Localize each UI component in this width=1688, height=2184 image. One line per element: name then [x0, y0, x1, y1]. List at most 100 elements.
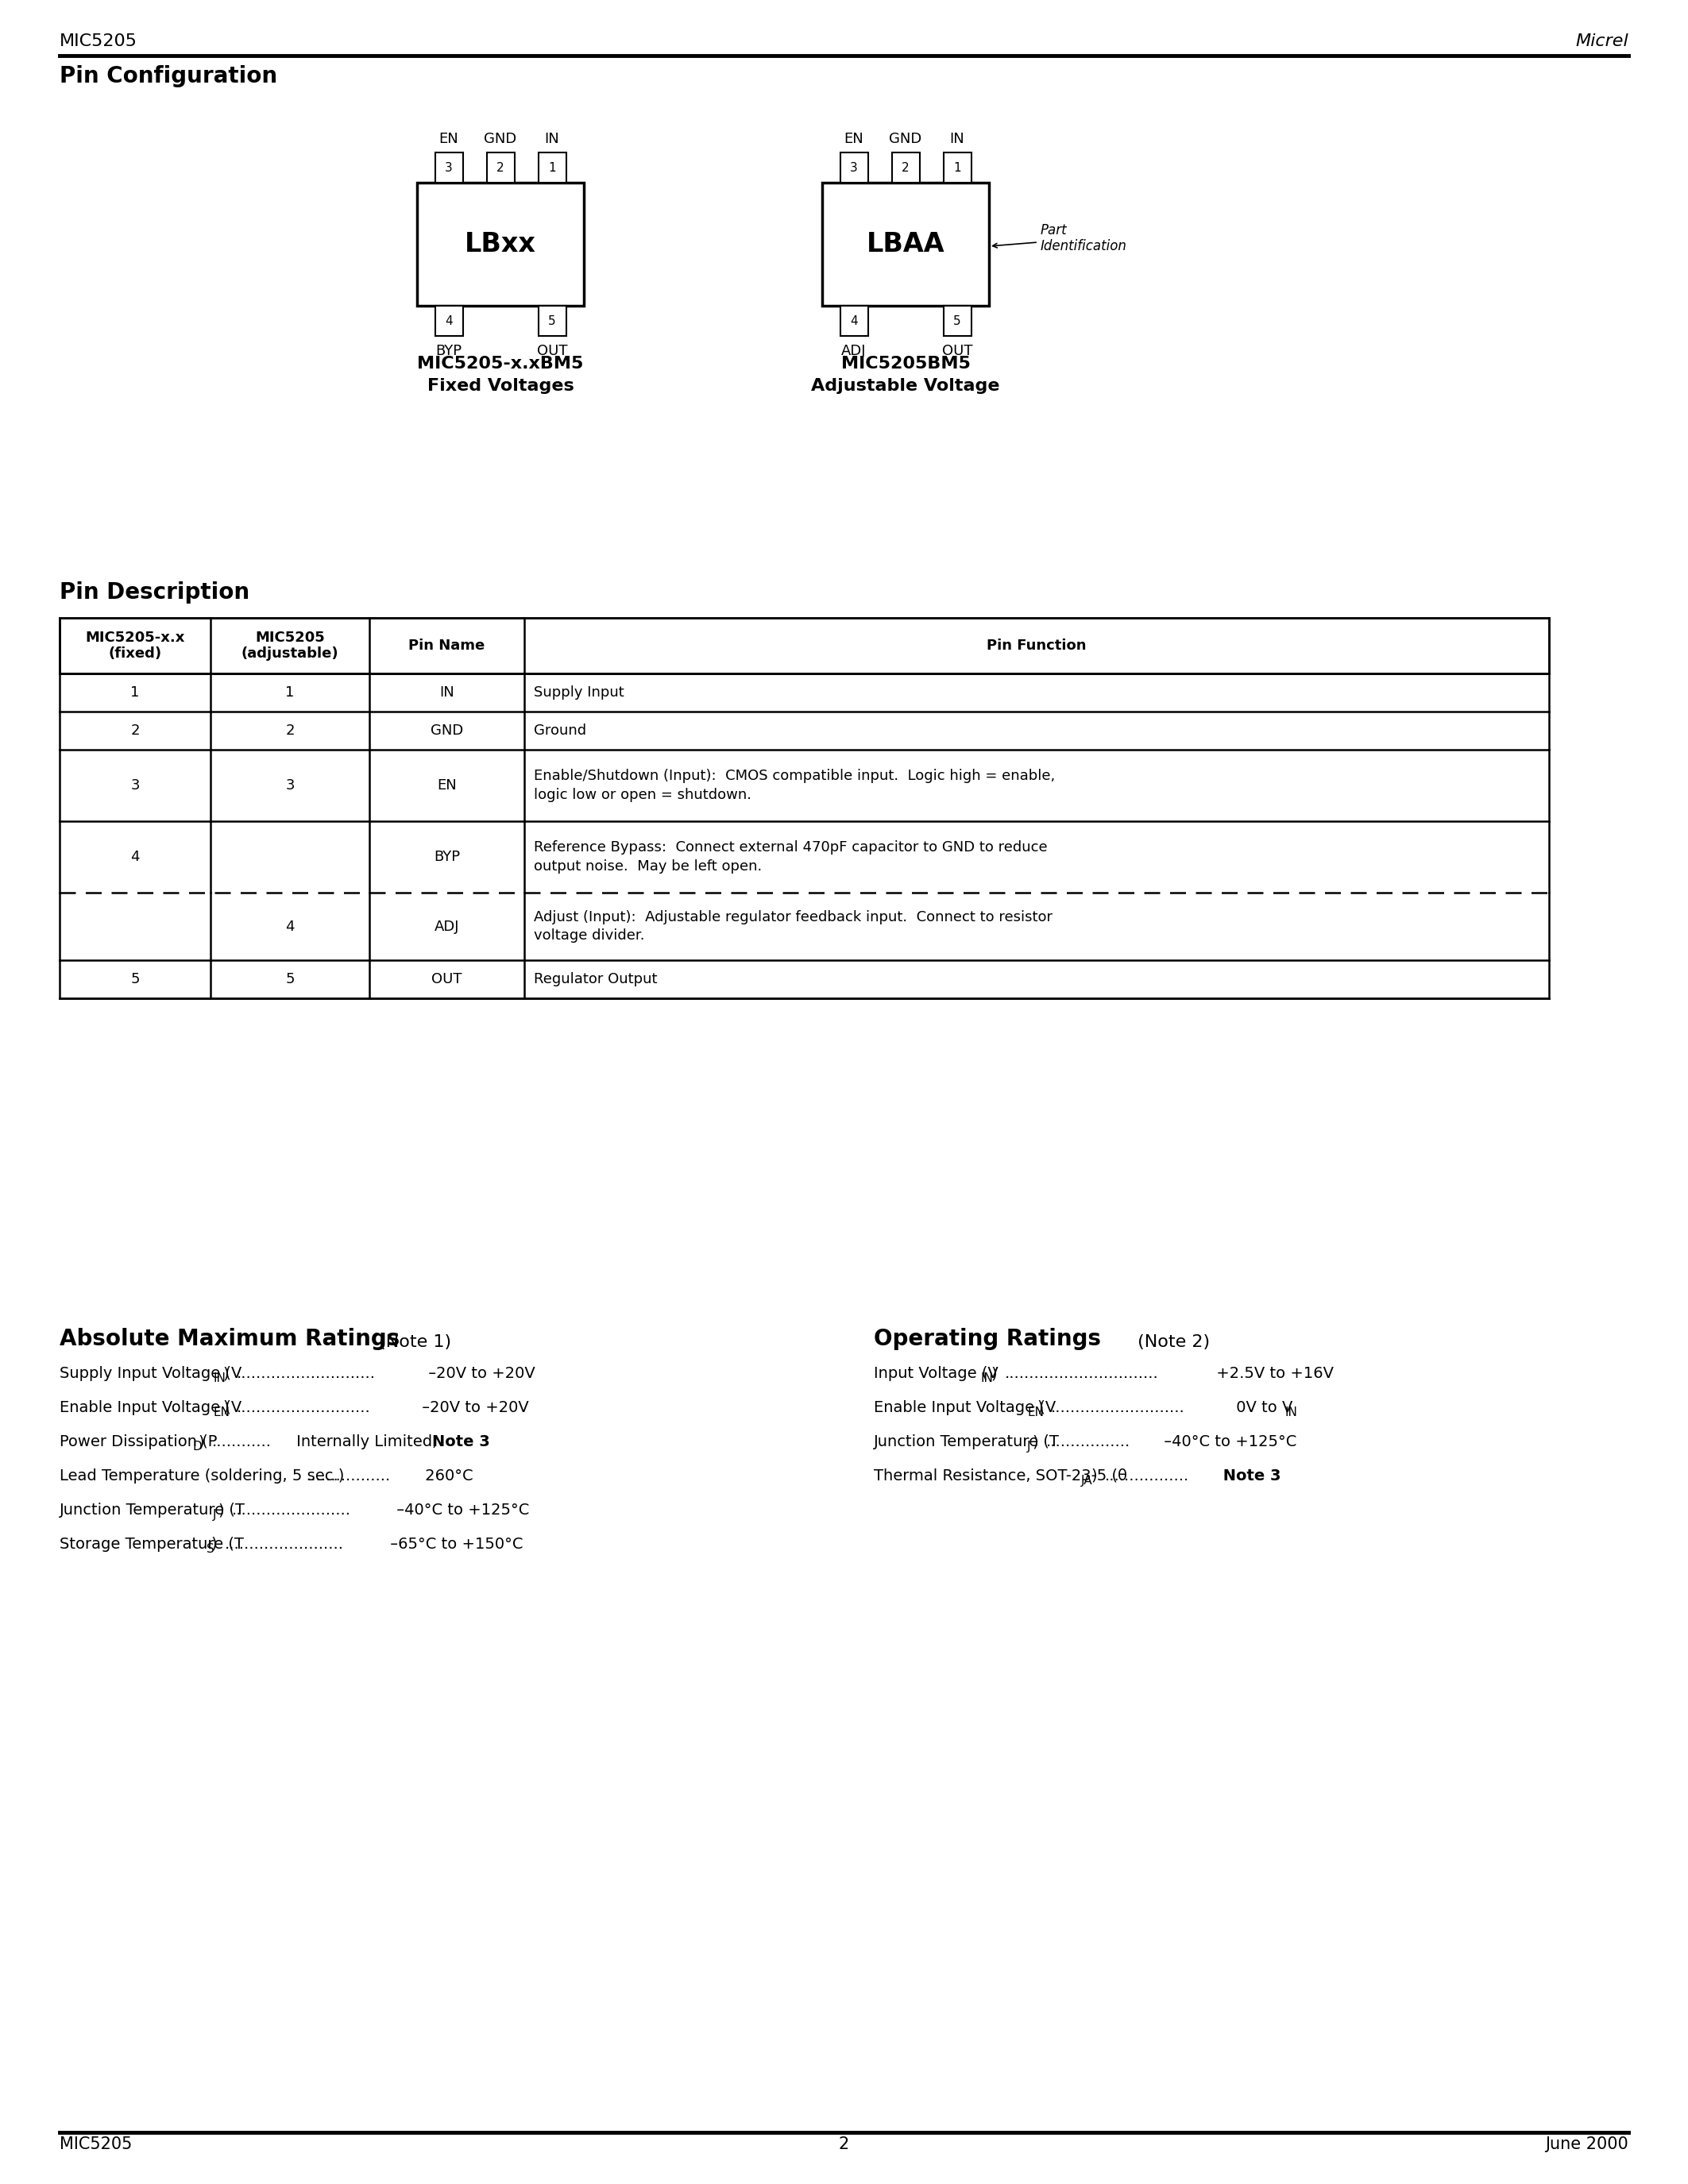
Text: ............: ............ — [211, 1435, 272, 1450]
Text: MIC5205: MIC5205 — [59, 33, 137, 50]
Text: Reference Bypass:  Connect external 470pF capacitor to GND to reduce
output nois: Reference Bypass: Connect external 470pF… — [533, 841, 1048, 874]
Text: Part
Identification: Part Identification — [1040, 223, 1128, 253]
Text: Thermal Resistance, SOT-23-5 (θ: Thermal Resistance, SOT-23-5 (θ — [874, 1468, 1128, 1483]
Text: Supply Input Voltage (V: Supply Input Voltage (V — [59, 1365, 241, 1380]
Text: IN: IN — [981, 1372, 993, 1385]
Text: 4: 4 — [285, 919, 294, 933]
Text: ...............................: ............................... — [1004, 1365, 1158, 1380]
Text: Input Voltage (V: Input Voltage (V — [874, 1365, 998, 1380]
Text: Fixed Voltages: Fixed Voltages — [427, 378, 574, 393]
Text: 2: 2 — [901, 162, 910, 173]
Text: Power Dissipation (P: Power Dissipation (P — [59, 1435, 218, 1450]
Text: EN: EN — [844, 131, 864, 146]
Bar — [59, 712, 1550, 749]
Text: Supply Input: Supply Input — [533, 686, 625, 699]
Text: Adjust (Input):  Adjustable regulator feedback input.  Connect to resistor
volta: Adjust (Input): Adjustable regulator fee… — [533, 911, 1053, 943]
Bar — [417, 183, 584, 306]
Bar — [59, 893, 1550, 961]
Text: J: J — [1028, 1441, 1031, 1452]
Text: GND: GND — [484, 131, 517, 146]
Text: (Note 2): (Note 2) — [1133, 1334, 1210, 1350]
Text: 3: 3 — [130, 778, 140, 793]
Text: IN: IN — [950, 131, 964, 146]
Text: ADJ: ADJ — [841, 343, 866, 358]
Text: IN: IN — [439, 686, 454, 699]
Text: –40°C to +125°C: –40°C to +125°C — [392, 1503, 530, 1518]
Text: Enable Input Voltage (V: Enable Input Voltage (V — [874, 1400, 1057, 1415]
Text: ): ) — [1090, 1468, 1102, 1483]
Text: 3: 3 — [851, 162, 858, 173]
Text: +2.5V to +16V: +2.5V to +16V — [1212, 1365, 1334, 1380]
Text: –65°C to +150°C: –65°C to +150°C — [385, 1538, 523, 1553]
Bar — [944, 306, 971, 336]
Text: S: S — [206, 1544, 214, 1555]
Text: 2: 2 — [839, 2136, 849, 2151]
Text: Pin Name: Pin Name — [408, 638, 484, 653]
Bar — [436, 153, 463, 183]
Text: Junction Temperature (T: Junction Temperature (T — [59, 1503, 245, 1518]
Text: Operating Ratings: Operating Ratings — [874, 1328, 1101, 1350]
Bar — [822, 183, 989, 306]
Text: ........................: ........................ — [231, 1503, 351, 1518]
Text: ADJ: ADJ — [434, 919, 459, 933]
Text: 2: 2 — [496, 162, 505, 173]
Text: 4: 4 — [130, 850, 140, 865]
Bar — [486, 153, 515, 183]
Text: 4: 4 — [446, 314, 452, 328]
Text: 3: 3 — [446, 162, 452, 173]
Text: 5: 5 — [549, 314, 555, 328]
Text: ): ) — [991, 1365, 1003, 1380]
Text: Enable/Shutdown (Input):  CMOS compatible input.  Logic high = enable,
logic low: Enable/Shutdown (Input): CMOS compatible… — [533, 769, 1055, 802]
Text: (Note 1): (Note 1) — [373, 1334, 451, 1350]
Text: Adjustable Voltage: Adjustable Voltage — [812, 378, 999, 393]
Text: JA: JA — [1080, 1474, 1092, 1487]
Text: ): ) — [1038, 1400, 1048, 1415]
Text: Junction Temperature (T: Junction Temperature (T — [874, 1435, 1060, 1450]
Text: June 2000: June 2000 — [1545, 2136, 1629, 2151]
Text: MIC5205: MIC5205 — [59, 2136, 132, 2151]
Text: Lead Temperature (soldering, 5 sec.): Lead Temperature (soldering, 5 sec.) — [59, 1468, 349, 1483]
Text: 3: 3 — [285, 778, 294, 793]
Text: IN: IN — [1285, 1406, 1298, 1417]
Text: .................: ................. — [1047, 1435, 1131, 1450]
Text: BYP: BYP — [436, 343, 463, 358]
Text: .................: ................. — [1104, 1468, 1188, 1483]
Text: IN: IN — [545, 131, 559, 146]
Text: Pin Description: Pin Description — [59, 581, 250, 603]
Bar — [59, 821, 1550, 893]
Text: –20V to +20V: –20V to +20V — [417, 1400, 528, 1415]
Bar — [59, 618, 1550, 673]
Text: 2: 2 — [285, 723, 294, 738]
Text: 1: 1 — [130, 686, 140, 699]
Text: 0V to V: 0V to V — [1231, 1400, 1293, 1415]
Text: Regulator Output: Regulator Output — [533, 972, 657, 987]
Text: 260°C: 260°C — [420, 1468, 473, 1483]
Bar — [841, 306, 868, 336]
Text: GND: GND — [890, 131, 922, 146]
Text: ...........................: ........................... — [1052, 1400, 1185, 1415]
Text: .................: ................. — [307, 1468, 392, 1483]
Bar — [841, 153, 868, 183]
Bar — [538, 306, 565, 336]
Bar — [436, 306, 463, 336]
Text: J: J — [213, 1509, 216, 1520]
Text: EN: EN — [437, 778, 457, 793]
Text: ): ) — [1033, 1435, 1043, 1450]
Text: 5: 5 — [130, 972, 140, 987]
Text: EN: EN — [439, 131, 459, 146]
Text: ............................: ............................ — [236, 1365, 376, 1380]
Text: –20V to +20V: –20V to +20V — [424, 1365, 535, 1380]
Text: ): ) — [197, 1435, 209, 1450]
Text: Ground: Ground — [533, 723, 586, 738]
Text: 4: 4 — [851, 314, 858, 328]
Text: MIC5205-x.x
(fixed): MIC5205-x.x (fixed) — [84, 631, 186, 662]
Text: ): ) — [223, 1365, 235, 1380]
Text: Pin Configuration: Pin Configuration — [59, 66, 277, 87]
Text: ...........................: ........................... — [236, 1400, 371, 1415]
Text: ): ) — [223, 1400, 235, 1415]
Text: Storage Temperature (T: Storage Temperature (T — [59, 1538, 243, 1553]
Text: ): ) — [218, 1503, 230, 1518]
Text: MIC5205BM5: MIC5205BM5 — [841, 356, 971, 371]
Text: Micrel: Micrel — [1575, 33, 1629, 50]
Text: LBAA: LBAA — [866, 232, 945, 258]
